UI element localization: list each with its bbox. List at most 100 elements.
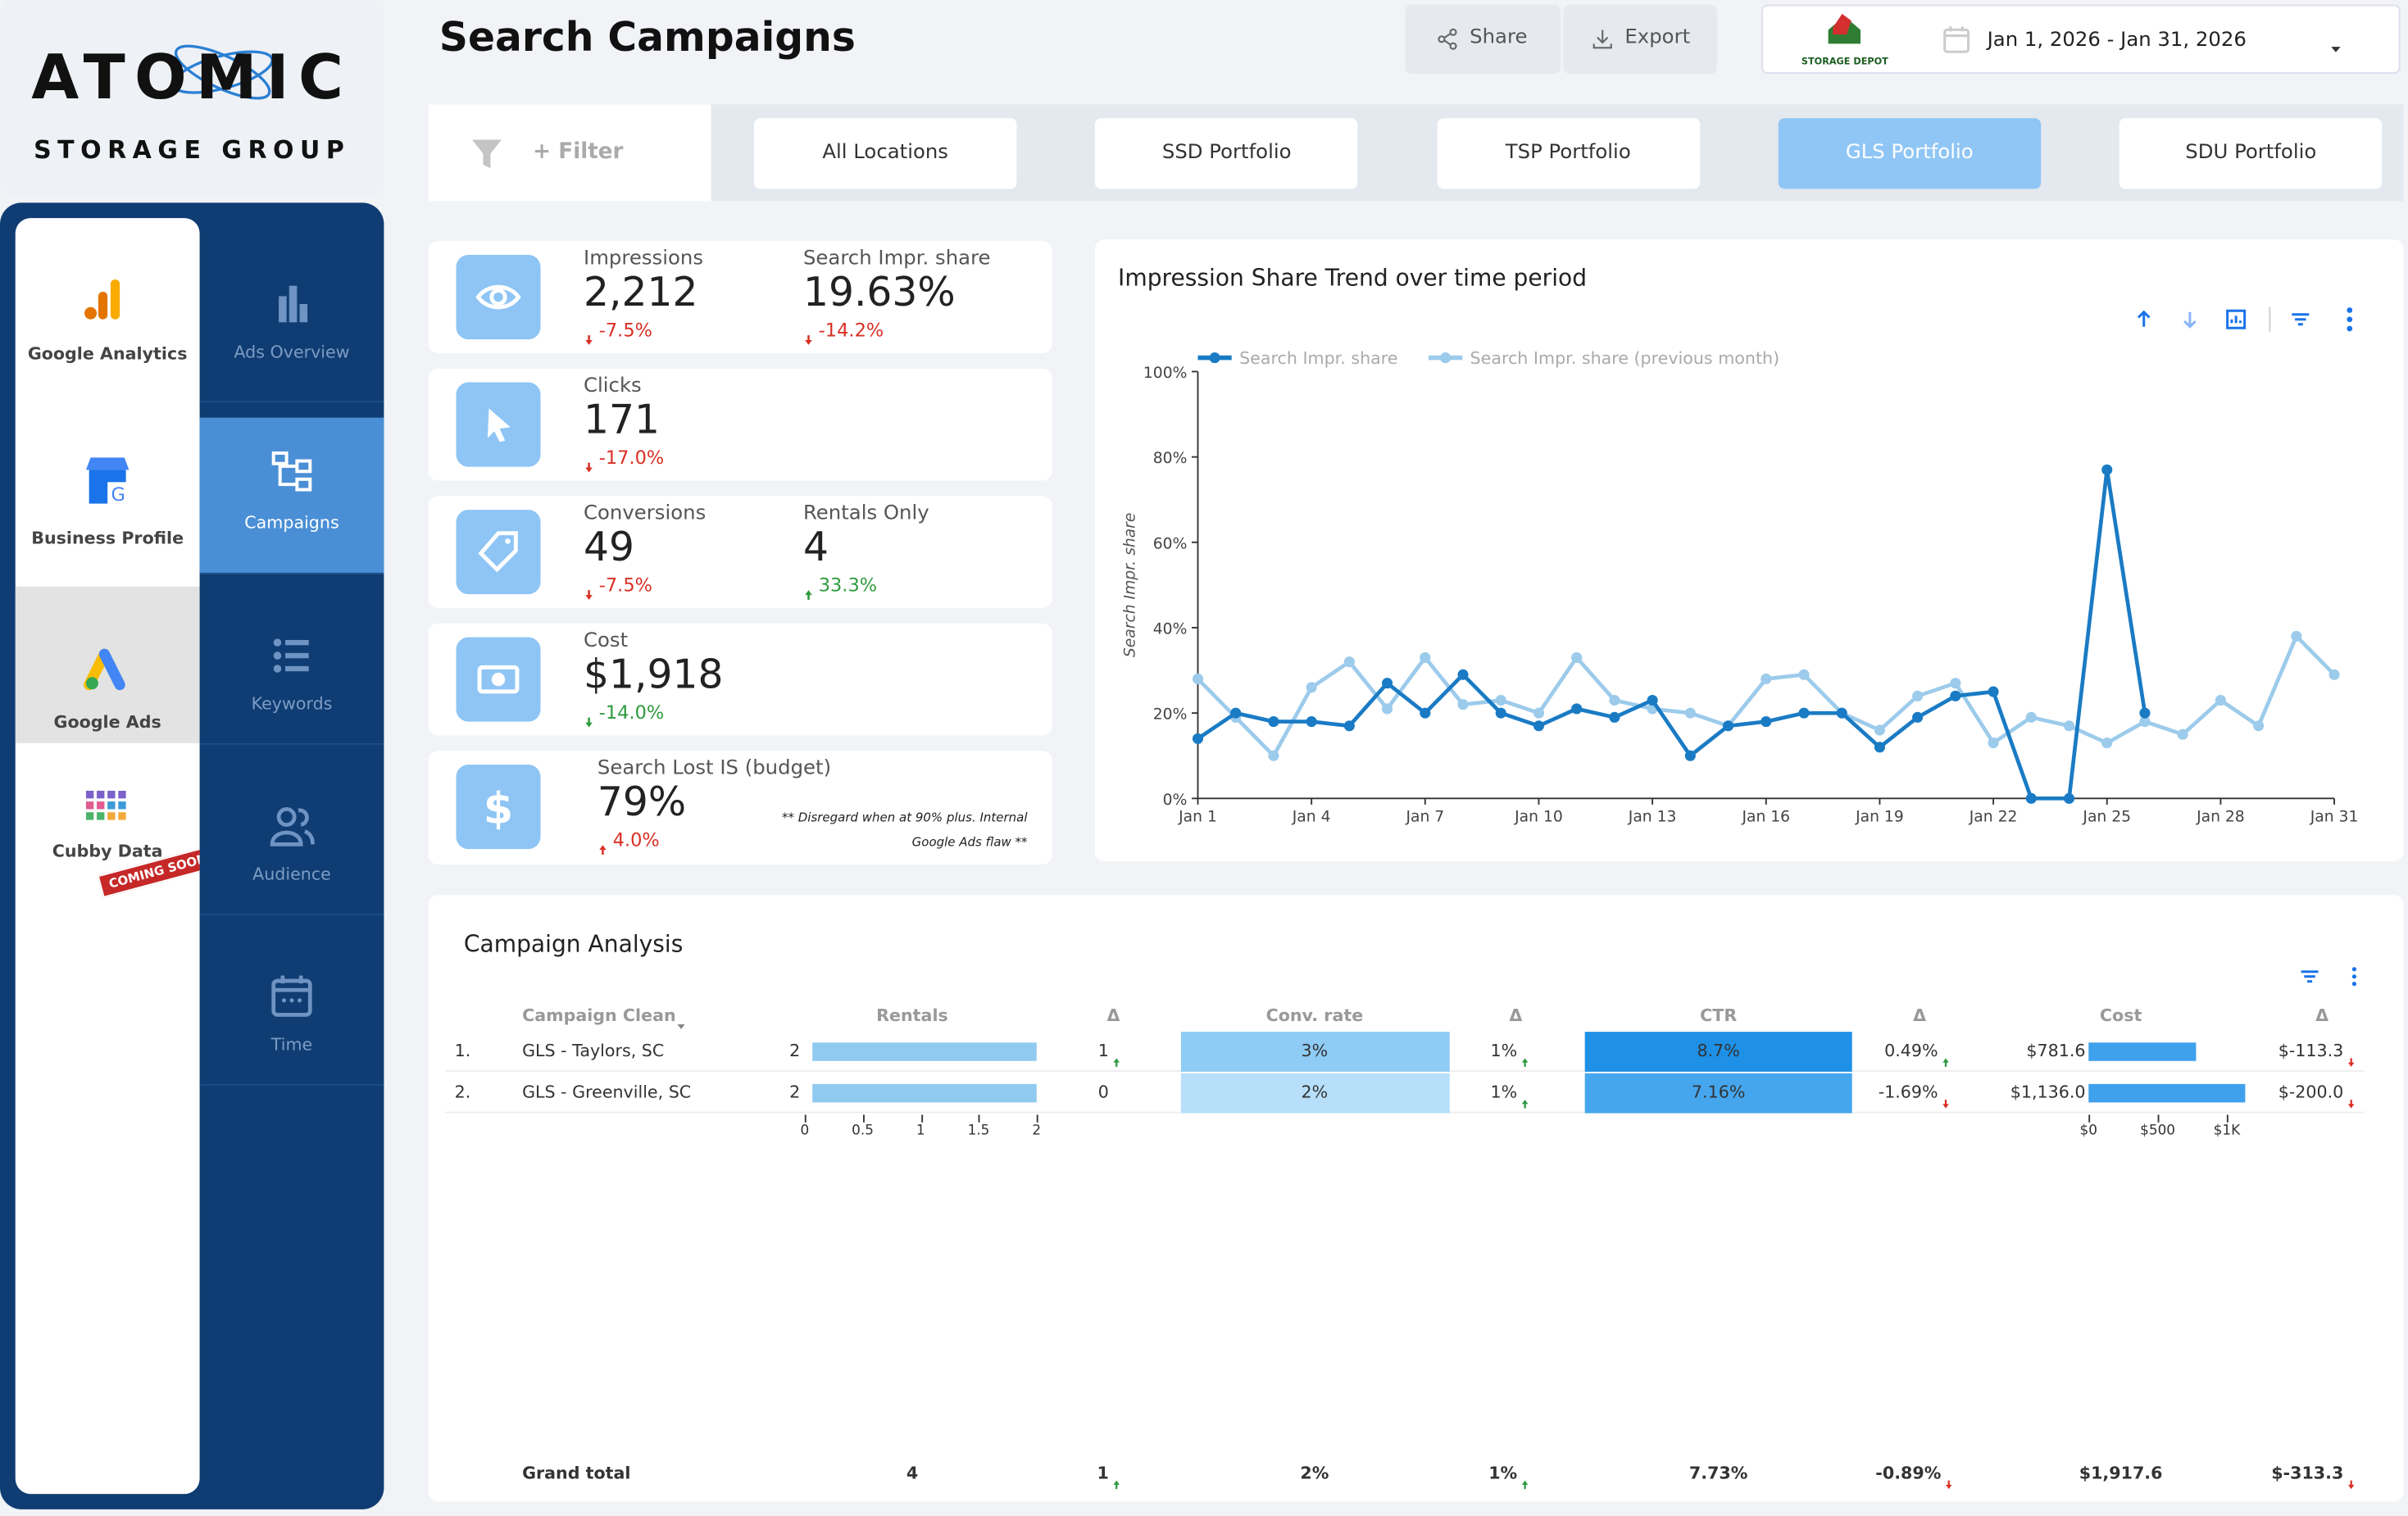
page-item[interactable]: Campaigns	[199, 417, 384, 574]
page-item[interactable]: Keywords	[199, 574, 384, 745]
icon-svg: $	[484, 783, 514, 833]
trend-arrow	[596, 833, 610, 856]
column-header[interactable]: Rentals	[876, 1005, 948, 1026]
kpi-card: Cost $1,918 -14.0%	[428, 623, 1052, 736]
data-point	[2025, 792, 2037, 804]
page-title: Search Campaigns	[438, 15, 856, 61]
toolbar-icon	[2183, 311, 2197, 329]
icon-svg	[1113, 1480, 1120, 1490]
data-point	[1647, 694, 1658, 706]
filter-tab[interactable]: SSD Portfolio	[1095, 118, 1358, 189]
toolbar-icon	[2292, 313, 2310, 326]
icon-svg	[271, 975, 312, 1017]
date-box[interactable]: STORAGE DEPOT Jan 1, 2026 - Jan 31, 2026	[1761, 4, 2401, 74]
filter-tab[interactable]: GLS Portfolio	[1778, 118, 2041, 189]
delta-cell: 1	[1097, 1463, 1109, 1484]
delta-cell: -1.69%	[1878, 1082, 1938, 1103]
kpi-label: Impressions	[584, 247, 704, 270]
axis-tick	[920, 1114, 923, 1123]
data-point	[2215, 694, 2226, 706]
column-header[interactable]: CTR	[1700, 1005, 1738, 1026]
client-logo: STORAGE DEPOT	[1801, 57, 1888, 68]
axis-tick-label: $500	[2140, 1123, 2176, 1140]
filter-tab[interactable]: SDU Portfolio	[2119, 118, 2383, 189]
column-header[interactable]: Δ	[1106, 1005, 1120, 1026]
data-point	[1306, 682, 1317, 693]
x-tick-label: Jan 10	[1514, 808, 1563, 825]
trend-arrow	[1940, 1087, 1952, 1109]
kpi-delta: -7.5%	[598, 574, 653, 597]
page-item[interactable]: Audience	[199, 745, 384, 915]
column-header[interactable]: Δ	[1913, 1005, 1927, 1026]
x-tick-label: Jan 4	[1292, 808, 1331, 825]
total-conv: 2%	[1300, 1463, 1329, 1484]
icon-svg	[585, 335, 593, 345]
x-tick-label: Jan 13	[1628, 808, 1677, 825]
filter-tab[interactable]: All Locations	[753, 118, 1017, 189]
kpi-value: 171	[584, 397, 661, 444]
series-line	[1196, 634, 2336, 758]
filter-box[interactable]: + Filter	[428, 104, 711, 202]
icon	[471, 397, 525, 452]
x-tick-label: Jan 31	[2310, 808, 2359, 825]
toolbar-icon	[2137, 310, 2151, 327]
data-point	[2063, 720, 2075, 732]
source-item[interactable]: Google Ads	[15, 586, 200, 743]
menu-dot	[2347, 316, 2353, 323]
svg-text:$: $	[484, 783, 514, 833]
data-point	[1268, 716, 1279, 728]
page-item[interactable]: Ads Overview	[199, 223, 384, 402]
delta-cell: 1	[1097, 1041, 1109, 1061]
trend-arrow	[582, 706, 596, 728]
column-header[interactable]: Δ	[2315, 1005, 2329, 1026]
series-line	[1197, 467, 2147, 801]
icon-svg	[1828, 13, 1861, 44]
data-point	[1988, 738, 1999, 749]
export-button[interactable]: Export	[1563, 4, 1717, 74]
axis-tick	[1036, 1114, 1038, 1123]
kpi-delta: 33.3%	[818, 574, 878, 597]
brand-tagline: STORAGE GROUP	[34, 134, 351, 165]
total-rentals: 4	[906, 1463, 919, 1484]
data-point	[1874, 724, 1885, 736]
source-item[interactable]: Google Analytics	[16, 218, 200, 402]
data-point	[1420, 651, 1431, 663]
page-item[interactable]: Time	[199, 915, 384, 1086]
brand-name: ATOMIC	[31, 43, 353, 114]
icon	[266, 278, 318, 330]
trend-arrow	[1111, 1468, 1123, 1490]
icon	[1436, 28, 1459, 51]
data-point	[1571, 703, 1583, 715]
icon-svg	[85, 790, 126, 820]
filter-tab[interactable]: TSP Portfolio	[1437, 118, 1700, 189]
source-item[interactable]: Cubby Data COMING SOON	[16, 743, 200, 906]
source-label: Cubby Data	[52, 841, 163, 862]
icon-svg	[2347, 1099, 2355, 1109]
source-label: Business Profile	[31, 528, 184, 548]
y-tick-label: 20%	[1153, 706, 1188, 724]
data-point	[2101, 464, 2113, 475]
column-header[interactable]: Conv. rate	[1265, 1005, 1364, 1026]
icon-svg	[805, 590, 812, 600]
trend-arrow	[802, 324, 816, 345]
rentals-bar	[812, 1083, 1037, 1103]
column-header[interactable]: Cost	[2099, 1005, 2142, 1026]
data-point	[1306, 716, 1317, 728]
source-item[interactable]: G Business Profile	[16, 402, 200, 587]
share-button[interactable]: Share	[1405, 4, 1561, 74]
axis-tick	[2157, 1114, 2160, 1123]
kpi-value: 79%	[597, 779, 687, 827]
y-tick-label: 80%	[1153, 450, 1188, 467]
column-header[interactable]: Campaign Clean	[522, 1005, 676, 1026]
data-point	[1495, 707, 1506, 719]
data-point	[1343, 720, 1355, 732]
data-point	[1874, 742, 1885, 753]
icon-svg	[1438, 28, 1457, 50]
page-label: Audience	[252, 864, 331, 885]
ctr-cell	[1584, 1073, 1852, 1114]
kpi-value: 2,212	[584, 270, 698, 316]
axis-tick-label: 0	[800, 1123, 810, 1140]
data-point	[1268, 750, 1279, 761]
column-header[interactable]: Δ	[1509, 1005, 1523, 1026]
data-point	[2291, 630, 2302, 642]
